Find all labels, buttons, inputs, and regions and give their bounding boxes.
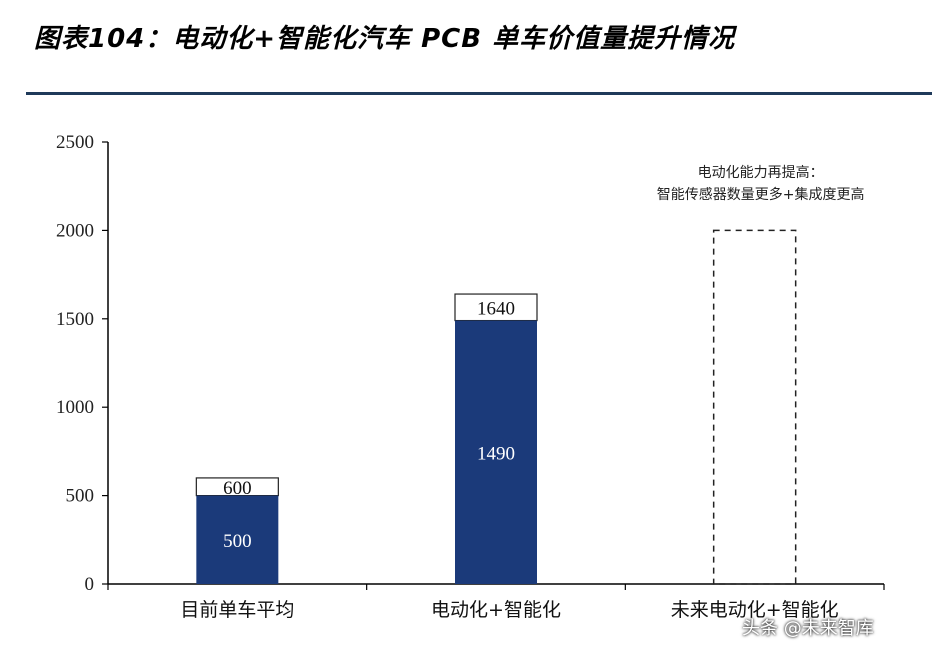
title-divider [26, 92, 932, 95]
watermark: 头条 @未来智库 [742, 618, 874, 639]
bar-total-label: 1640 [477, 298, 515, 319]
annotation: 电动化能力再提高： 智能传感器数量更多+集成度更高 [657, 164, 865, 203]
y-tick-label: 2500 [56, 132, 94, 153]
x-category-label: 电动化+智能化 [431, 599, 561, 621]
x-category-label: 目前单车平均 [180, 599, 294, 621]
annotation-line: 电动化能力再提高： [698, 164, 824, 181]
bar-total-segment [454, 293, 538, 322]
x-category-label: 未来电动化+智能化 [671, 599, 839, 621]
bar-base-segment [455, 320, 537, 584]
y-tick-label: 1000 [56, 397, 94, 418]
bar-base-segment [196, 495, 279, 584]
bar-future-outline [712, 229, 797, 585]
bar-total-label: 600 [223, 478, 252, 499]
bars: 600 500 1640 1490 [195, 229, 797, 585]
bar-base-label: 1490 [477, 443, 515, 464]
bar-base-label: 500 [223, 531, 252, 552]
chart-title: 图表104：电动化+智能化汽车 PCB 单车价值量提升情况 [34, 24, 736, 54]
annotation-line: 智能传感器数量更多+集成度更高 [657, 186, 865, 203]
y-tick-label: 1500 [56, 309, 94, 330]
y-tick-label: 0 [85, 574, 95, 595]
y-tick-label: 500 [66, 486, 95, 507]
y-tick-label: 2000 [56, 220, 94, 241]
